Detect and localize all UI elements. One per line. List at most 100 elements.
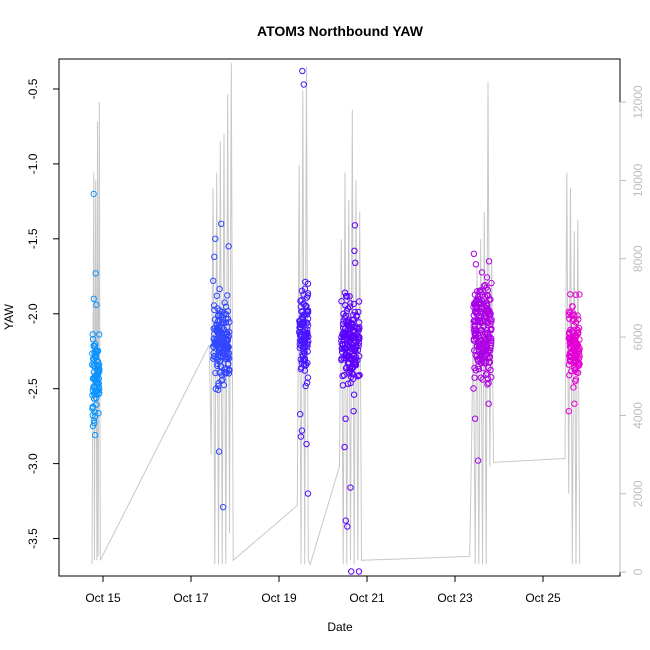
data-point [340,310,347,317]
data-point [488,279,495,287]
data-point [352,359,359,366]
data-point [479,376,486,383]
data-point [347,364,354,371]
data-point [220,319,228,326]
data-point [223,369,231,377]
data-point [477,327,484,334]
point-cluster [470,250,495,464]
data-point [350,391,358,398]
data-point [339,331,346,338]
data-point [356,333,363,341]
data-point [346,359,353,367]
data-point [567,343,574,351]
data-point [483,274,491,281]
data-point [223,329,231,336]
data-point [473,342,481,349]
data-point [219,348,227,355]
data-point [356,371,363,379]
y-axis: -3.5 -3.0 -2.5 -2.0 -1.5 -1.0 -0.5 [26,78,60,549]
data-point [215,448,223,455]
y2-tick-label: 12000 [631,85,645,119]
data-point [567,336,574,343]
data-point [339,341,347,349]
data-point [302,278,309,286]
y2-tick-label: 8000 [631,245,645,272]
data-point [304,374,312,381]
data-point [571,400,578,407]
data-point [215,341,222,348]
data-point [344,316,352,324]
data-point [225,333,233,340]
data-point [300,81,307,88]
data-point [216,328,223,335]
data-point [219,503,227,511]
data-point [565,408,572,415]
data-point [570,384,577,391]
x-tick-label: Oct 21 [349,591,385,605]
data-point [480,322,488,330]
y-tick-label: -1.5 [26,228,40,249]
data-point [223,353,230,361]
data-point [569,303,576,310]
data-point [471,364,478,372]
data-point [213,292,221,299]
data-point [474,363,482,370]
data-point [347,345,354,352]
data-point [351,222,359,229]
data-point [479,345,487,352]
data-point [487,326,495,334]
data-point [483,291,491,299]
data-point [342,354,349,362]
data-point [94,376,101,383]
data-point [344,380,352,387]
data-point [485,258,493,265]
data-point [576,345,583,352]
data-point [571,351,578,358]
data-point [301,347,308,355]
y-tick-label: -3.5 [26,528,40,549]
data-point [91,413,99,420]
data-point [303,294,311,301]
y2-tick-label: 10000 [631,163,645,197]
x-tick-label: Oct 17 [173,591,209,605]
data-point [476,299,484,306]
data-point [351,247,358,255]
data-point [572,378,579,385]
data-point [91,391,98,398]
data-point [339,372,346,380]
data-point [299,353,306,360]
data-point [297,365,305,373]
point-cluster [89,190,103,439]
data-point [342,415,349,422]
data-point [212,235,219,243]
point-cluster [565,291,583,415]
data-point [340,345,348,352]
data-point [216,347,223,354]
data-point [575,316,582,323]
data-point [472,318,479,325]
data-point [216,285,223,293]
data-point [94,367,101,374]
data-point [569,328,577,335]
data-point [305,338,312,345]
data-point [90,395,98,402]
data-point [95,410,102,417]
data-point [478,357,486,364]
data-point [575,362,582,369]
data-point [348,568,355,575]
data-point [355,568,363,575]
data-point [487,342,495,349]
x-axis: Oct 15 Oct 17 Oct 19 Oct 21 Oct 23 Oct 25 [85,575,561,605]
data-point [297,321,304,329]
data-point [355,298,363,305]
data-point [338,334,345,341]
data-point [471,415,479,422]
data-point [347,484,354,491]
data-point [96,331,103,338]
data-point [89,404,97,411]
data-point [95,363,102,370]
data-point [342,292,350,300]
data-point [488,374,495,381]
point-cluster [296,67,312,497]
